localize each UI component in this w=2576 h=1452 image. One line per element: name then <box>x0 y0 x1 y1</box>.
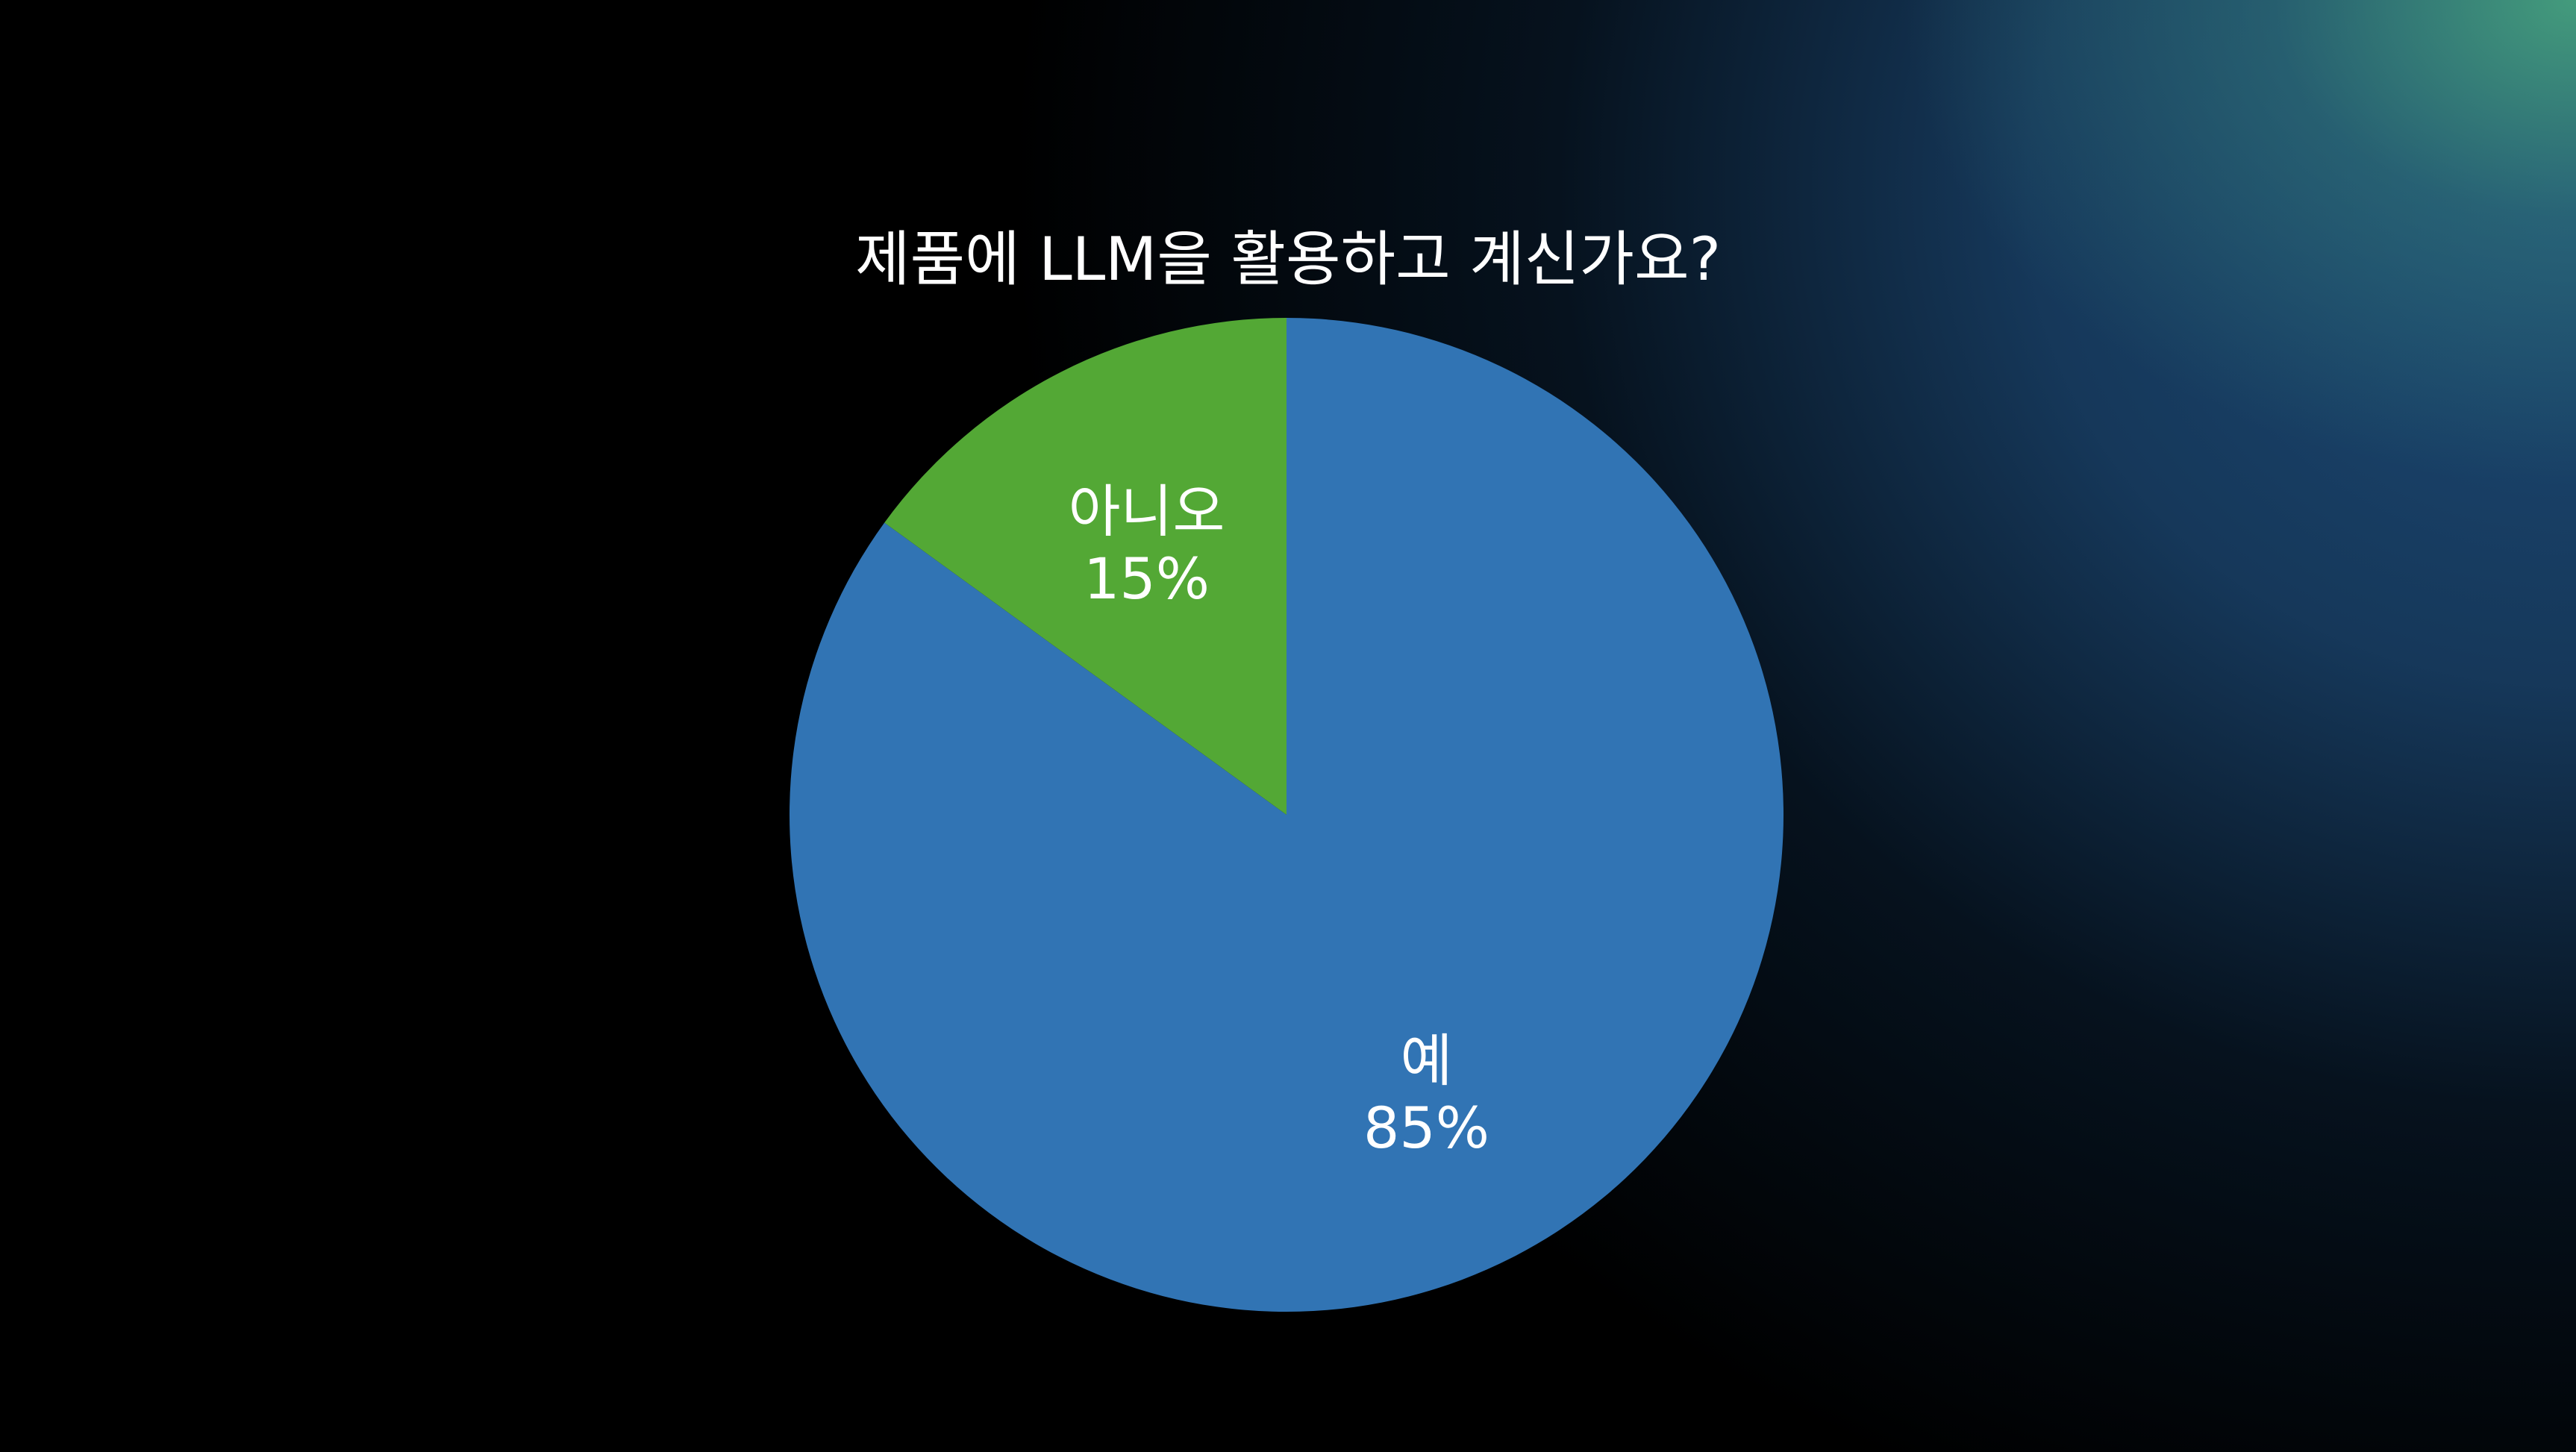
slice-value-label: 85% <box>1363 1095 1489 1161</box>
chart-title: 제품에 LLM을 활용하고 계신가요? <box>855 225 1721 294</box>
slice-label: 예 <box>1401 1027 1453 1094</box>
pie-slices <box>790 318 1783 1312</box>
slice-label: 아니오 <box>1069 478 1225 545</box>
slice-value-label: 15% <box>1084 545 1210 612</box>
